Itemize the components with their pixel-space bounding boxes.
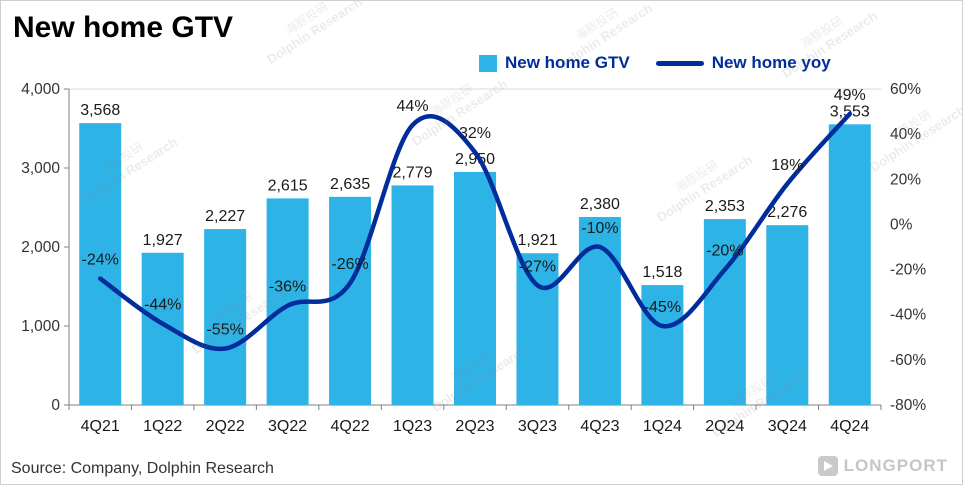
yoy-value-label: -55% <box>206 322 243 339</box>
bar-value-label: 2,276 <box>767 204 807 221</box>
x-axis-label: 4Q23 <box>580 418 619 435</box>
bar <box>329 196 372 405</box>
right-axis-label: 20% <box>890 171 921 188</box>
longport-icon <box>817 456 838 476</box>
right-axis-label: 60% <box>890 81 921 98</box>
yoy-value-label: -24% <box>82 252 119 269</box>
legend: New home GTV New home yoy <box>479 53 831 73</box>
bar-value-label: 2,353 <box>705 198 745 215</box>
x-axis-label: 1Q23 <box>393 418 432 435</box>
bar-swatch-icon <box>479 54 497 72</box>
bar-value-label: 1,927 <box>143 232 183 249</box>
x-axis-label: 3Q24 <box>768 418 807 435</box>
x-axis-label: 2Q24 <box>705 418 744 435</box>
right-axis-label: -40% <box>890 307 926 324</box>
right-axis-label: 0% <box>890 216 913 233</box>
yoy-value-label: -20% <box>706 243 743 260</box>
x-axis-label: 2Q23 <box>455 418 494 435</box>
x-axis-label: 1Q24 <box>643 418 682 435</box>
bar <box>141 252 184 405</box>
right-axis-label: -80% <box>890 397 926 414</box>
yoy-value-label: -27% <box>519 258 556 275</box>
x-axis-label: 3Q22 <box>268 418 307 435</box>
left-axis-label: 0 <box>51 397 60 414</box>
yoy-value-label: 18% <box>771 157 803 174</box>
source-note: Source: Company, Dolphin Research <box>11 460 274 477</box>
x-axis-label: 2Q22 <box>206 418 245 435</box>
bar <box>454 171 496 405</box>
right-axis-label: 40% <box>890 126 921 143</box>
x-axis-label: 4Q21 <box>81 418 120 435</box>
bar-value-label: 3,568 <box>80 102 120 119</box>
bar-value-label: 2,615 <box>268 177 308 194</box>
bar <box>516 253 559 405</box>
left-axis-label: 2,000 <box>21 239 60 256</box>
bar <box>641 285 684 405</box>
bar <box>391 185 434 405</box>
bar-value-label: 2,950 <box>455 151 495 168</box>
yoy-line <box>97 111 853 352</box>
bar <box>204 229 247 405</box>
yoy-value-label: -26% <box>331 256 368 273</box>
yoy-value-label: -44% <box>144 297 181 314</box>
left-axis-label: 3,000 <box>21 160 60 177</box>
left-axis-label: 1,000 <box>21 318 60 335</box>
legend-label-gtv: New home GTV <box>505 53 630 72</box>
bar <box>828 124 871 406</box>
x-axis-label: 3Q23 <box>518 418 557 435</box>
legend-item-yoy: New home yoy <box>655 53 831 73</box>
bar-value-label: 1,518 <box>642 264 682 281</box>
left-axis-label: 4,000 <box>21 81 60 98</box>
bar-value-label: 2,635 <box>330 176 370 193</box>
yoy-value-label: 49% <box>834 87 866 104</box>
yoy-value-label: -45% <box>644 299 681 316</box>
bar-value-label: 2,380 <box>580 196 620 213</box>
legend-label-yoy: New home yoy <box>711 53 831 72</box>
yoy-value-label: 44% <box>397 98 429 115</box>
yoy-value-label: -36% <box>269 279 306 296</box>
right-axis-label: -60% <box>890 352 926 369</box>
chart-title: New home GTV <box>13 11 234 44</box>
bar-value-label: 1,921 <box>517 232 557 249</box>
chart-canvas: 0 1,000 2,000 3,000 4,000 -80% -60% -40% -20% 0% 2… <box>21 81 926 435</box>
x-axis-label: 4Q24 <box>830 418 869 435</box>
legend-item-gtv: New home GTV <box>479 53 630 73</box>
bar <box>766 225 809 405</box>
right-axis-label: -20% <box>890 262 926 279</box>
x-axis-label: 4Q22 <box>331 418 370 435</box>
bar <box>79 123 122 406</box>
yoy-value-label: -10% <box>581 220 618 237</box>
line-swatch-icon <box>655 60 704 66</box>
bar-value-label: 2,779 <box>393 164 433 181</box>
bar-value-label: 2,227 <box>205 208 245 225</box>
longport-logo: LONGPORT <box>817 456 948 476</box>
longport-text: LONGPORT <box>843 456 948 475</box>
x-axis-label: 1Q22 <box>143 418 182 435</box>
yoy-value-label: 32% <box>459 125 491 142</box>
